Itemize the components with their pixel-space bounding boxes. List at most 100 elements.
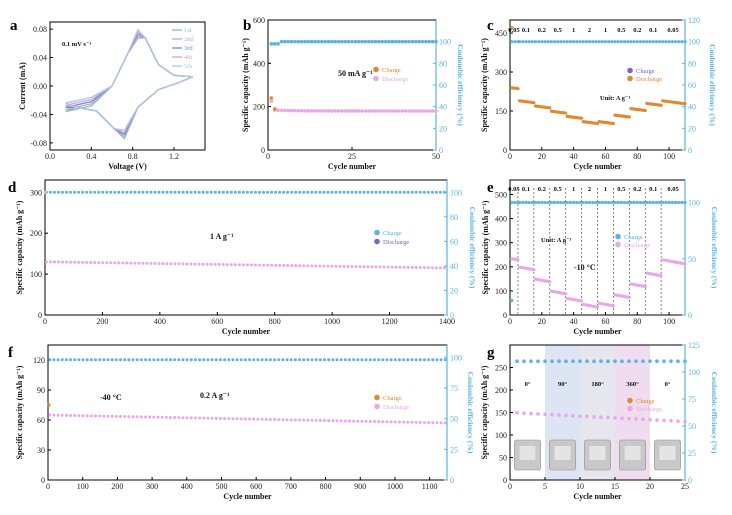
x-tick-label: 1000	[324, 317, 340, 326]
y2-tick-label: 60	[439, 81, 447, 90]
efficiency-point	[97, 190, 101, 194]
efficiency-point	[135, 358, 139, 362]
efficiency-point	[632, 40, 636, 44]
efficiency-point	[282, 190, 286, 194]
capacity-point	[277, 418, 281, 422]
efficiency-point	[149, 190, 153, 194]
capacity-point	[257, 263, 261, 267]
capacity-point	[101, 261, 105, 265]
efficiency-point	[626, 200, 630, 205]
efficiency-point	[370, 190, 374, 194]
rate-label: 0.1	[522, 186, 530, 193]
current-density-annotation: 0.2 A g⁻¹	[200, 391, 230, 400]
efficiency-point	[673, 200, 678, 205]
x-tick-label: 400	[181, 482, 193, 491]
capacity-point	[314, 264, 318, 268]
efficiency-point	[129, 190, 133, 194]
efficiency-point	[434, 39, 438, 44]
efficiency-point	[322, 190, 326, 194]
efficiency-point	[683, 40, 687, 44]
capacity-point	[214, 416, 218, 420]
efficiency-point	[52, 358, 56, 362]
capacity-point	[165, 262, 169, 266]
capacity-point	[227, 417, 231, 421]
legend-marker	[627, 75, 633, 82]
efficiency-point	[651, 200, 655, 205]
efficiency-point	[509, 40, 514, 44]
efficiency-point	[543, 359, 547, 364]
efficiency-point	[299, 39, 304, 44]
efficiency-point	[393, 39, 398, 44]
rate-label: 0.2	[633, 27, 641, 34]
discharge-point	[353, 109, 358, 113]
efficiency-point	[286, 190, 290, 194]
capacity-point	[119, 414, 123, 418]
efficiency-point	[233, 190, 237, 194]
efficiency-point	[94, 358, 98, 362]
y-tick-label: 0	[41, 476, 45, 485]
x-tick-label: 800	[320, 482, 332, 491]
efficiency-point	[389, 358, 393, 362]
efficiency-point	[350, 190, 354, 194]
efficiency-point	[651, 40, 655, 44]
y-tick-label: 30	[37, 446, 45, 455]
unit-label: Unit: A g⁻¹	[541, 237, 571, 244]
y2-tick-label: 75	[688, 395, 696, 404]
efficiency-point	[314, 190, 318, 194]
efficiency-point	[410, 358, 414, 362]
efficiency-point	[607, 200, 611, 205]
efficiency-point	[385, 358, 389, 362]
efficiency-point	[543, 40, 547, 44]
capacity-point	[402, 265, 406, 269]
efficiency-point	[410, 39, 415, 44]
efficiency-point	[105, 190, 109, 194]
efficiency-point	[289, 358, 293, 362]
efficiency-point	[168, 358, 172, 362]
y2-axis-label: Coulombic efficiency (%)	[468, 207, 477, 289]
capacity-point	[189, 416, 193, 420]
rate-label: 0.1	[649, 27, 657, 34]
efficiency-point	[85, 358, 89, 362]
capacity-point	[177, 416, 181, 420]
efficiency-point	[331, 358, 335, 362]
efficiency-point	[239, 358, 243, 362]
y-tick-label: 500	[495, 190, 507, 199]
capacity-point	[346, 264, 350, 268]
capacity-point	[599, 415, 603, 419]
efficiency-point	[252, 358, 256, 362]
efficiency-point	[217, 190, 221, 194]
capacity-point	[302, 264, 306, 268]
efficiency-point	[420, 39, 425, 44]
capacity-point	[348, 419, 352, 423]
y2-tick-label: 60	[450, 237, 458, 246]
efficiency-point	[524, 200, 528, 205]
x-tick-label: 1.2	[169, 152, 179, 161]
efficiency-point	[266, 190, 270, 194]
capacity-point	[613, 416, 617, 420]
legend-label: 4th	[184, 54, 193, 61]
capacity-point	[592, 415, 596, 419]
efficiency-point	[69, 358, 73, 362]
discharge-point	[316, 109, 321, 113]
capacity-point	[435, 421, 439, 425]
efficiency-point	[540, 200, 544, 205]
efficiency-point	[635, 40, 639, 44]
capacity-point	[202, 416, 206, 420]
capacity-point	[252, 417, 256, 421]
discharge-point	[343, 109, 348, 113]
efficiency-point	[193, 190, 197, 194]
capacity-point	[278, 263, 282, 267]
efficiency-point	[654, 40, 658, 44]
efficiency-point	[648, 200, 652, 205]
efficiency-point	[382, 190, 386, 194]
efficiency-point	[549, 200, 553, 205]
capacity-point	[529, 411, 533, 416]
capacity-point	[422, 421, 426, 425]
efficiency-point	[60, 358, 64, 362]
capacity-point	[293, 418, 297, 422]
capacity-point	[362, 265, 366, 269]
efficiency-point	[410, 190, 414, 194]
efficiency-point	[657, 40, 662, 44]
capacity-point	[52, 413, 56, 417]
efficiency-point	[314, 358, 318, 362]
